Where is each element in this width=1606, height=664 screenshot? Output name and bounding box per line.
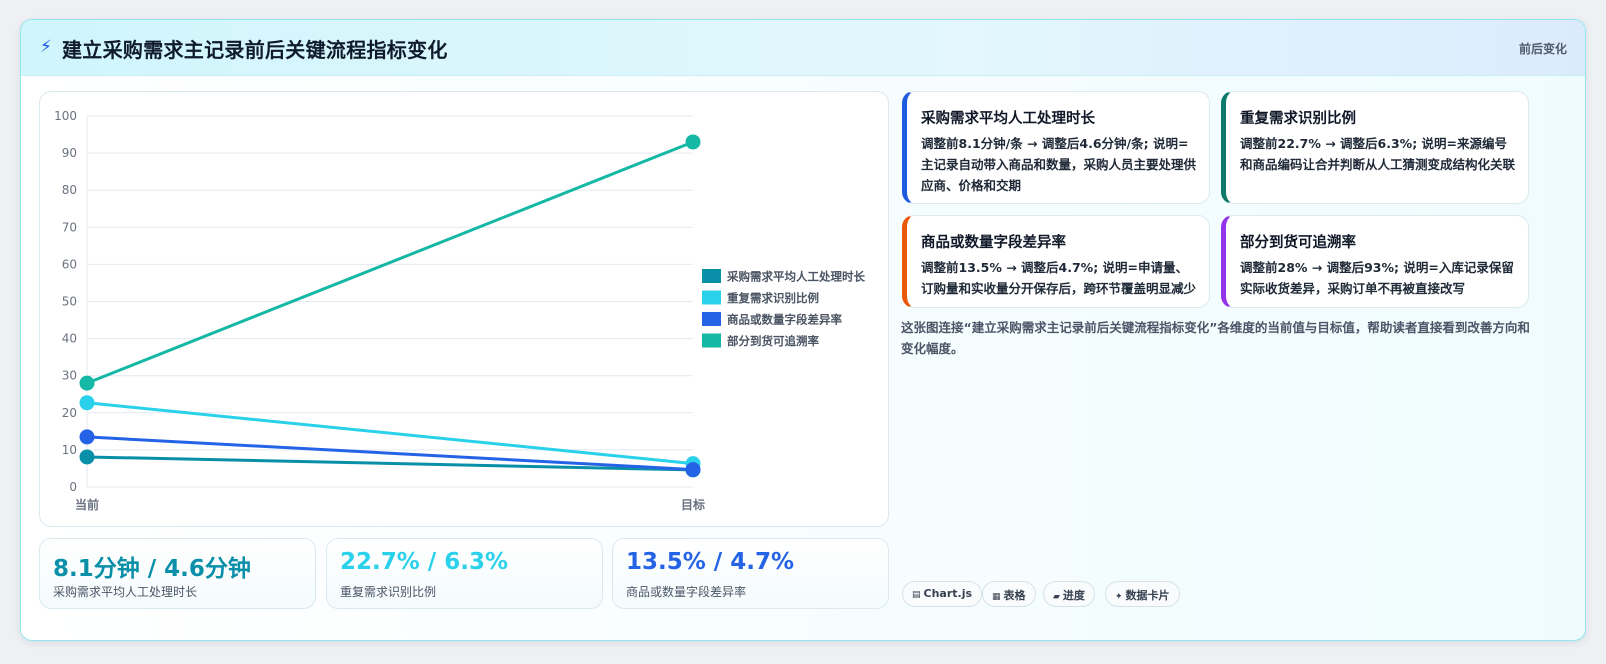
pill-progress[interactable]: ▰ 进度 xyxy=(1043,581,1095,607)
pill-label: Chart.js xyxy=(923,587,973,600)
line-chart: 0 10 20 30 40 50 60 70 80 90 100 当前 目标 采购需求平均人工处理时长 重复… xyxy=(39,91,889,527)
lightning-icon: ⚡ xyxy=(40,37,52,57)
y-tick-label: 100 xyxy=(54,109,77,123)
chart-icon: ▤ xyxy=(912,590,921,600)
legend-swatch xyxy=(702,290,721,305)
y-tick-label: 10 xyxy=(62,443,77,457)
x-tick-label: 目标 xyxy=(681,497,705,512)
table-icon: ▦ xyxy=(992,592,1001,602)
header-tag: 前后变化 xyxy=(1518,42,1567,56)
data-point xyxy=(79,429,95,445)
y-tick-label: 20 xyxy=(62,406,77,420)
y-tick-label: 50 xyxy=(62,295,77,309)
metric-card-desc: 调整前28% → 调整后93%; 说明=入库记录保留实际收货差异，采购订单不再被… xyxy=(1240,260,1514,296)
series-line xyxy=(86,140,694,385)
panel-header: ⚡ 建立采购需求主记录前后关键流程指标变化 前后变化 xyxy=(21,20,1585,76)
data-point xyxy=(79,449,95,465)
stat-label-2: 重复需求识别比例 xyxy=(340,585,437,599)
metric-card-desc: 调整前22.7% → 调整后6.3%; 说明=来源编号和商品编码让合并判断从人工… xyxy=(1240,136,1516,172)
data-point xyxy=(79,395,95,411)
pill-label: 表格 xyxy=(1003,589,1026,602)
series-line xyxy=(86,401,694,466)
y-tick-label: 30 xyxy=(62,369,77,383)
dashboard-panel: ⚡ 建立采购需求主记录前后关键流程指标变化 前后变化 0 10 20 30 40 50 60… xyxy=(20,19,1586,641)
metric-card-title: 采购需求平均人工处理时长 xyxy=(921,111,1095,127)
legend-label: 商品或数量字段差异率 xyxy=(727,313,842,327)
metric-card-title: 商品或数量字段差异率 xyxy=(921,235,1066,251)
legend-swatch xyxy=(702,333,721,348)
metric-card-desc: 调整前13.5% → 调整后4.7%; 说明=申请量、订购量和实收量分开保存后，… xyxy=(921,260,1197,296)
stat-card-3: 13.5% / 4.7% 商品或数量字段差异率 xyxy=(612,538,889,609)
metric-card-title: 部分到货可追溯率 xyxy=(1240,235,1356,251)
legend-label: 重复需求识别比例 xyxy=(727,291,819,305)
stat-card-1: 8.1分钟 / 4.6分钟 采购需求平均人工处理时长 xyxy=(39,538,316,609)
pill-table[interactable]: ▦ 表格 xyxy=(982,581,1036,607)
legend-swatch xyxy=(702,312,721,326)
series-line xyxy=(86,455,694,472)
y-tick-label: 80 xyxy=(62,183,77,197)
chart-caption: 这张图连接“建立采购需求主记录前后关键流程指标变化”各维度的当前值与目标值，帮助… xyxy=(901,320,1530,356)
pill-label: 数据卡片 xyxy=(1125,589,1170,602)
metric-card-desc: 调整前8.1分钟/条 → 调整后4.6分钟/条; 说明=主记录自动带入商品和数量… xyxy=(921,136,1197,193)
metric-card-3: 商品或数量字段差异率 调整前13.5% → 调整后4.7%; 说明=申请量、订购… xyxy=(902,215,1210,308)
series-line xyxy=(86,435,694,472)
stat-value-2: 22.7% / 6.3% xyxy=(340,549,508,575)
y-tick-label: 90 xyxy=(62,146,77,160)
metric-card-4: 部分到货可追溯率 调整前28% → 调整后93%; 说明=入库记录保留实际收货差… xyxy=(1221,215,1529,308)
x-tick-label: 当前 xyxy=(75,497,99,512)
stat-label-3: 商品或数量字段差异率 xyxy=(626,585,747,599)
metric-card-title: 重复需求识别比例 xyxy=(1240,111,1356,127)
metric-card-2: 重复需求识别比例 调整前22.7% → 调整后6.3%; 说明=来源编号和商品编… xyxy=(1221,91,1529,204)
stat-value-1: 8.1分钟 / 4.6分钟 xyxy=(53,556,251,582)
y-tick-label: 40 xyxy=(62,332,77,346)
y-tick-label: 0 xyxy=(69,480,77,494)
stat-value-3: 13.5% / 4.7% xyxy=(626,549,794,575)
y-tick-label: 60 xyxy=(62,257,77,271)
legend-swatch xyxy=(702,269,721,283)
pill-label: 进度 xyxy=(1062,589,1085,602)
progress-icon: ▰ xyxy=(1053,592,1060,602)
data-point xyxy=(685,134,701,150)
stat-card-2: 22.7% / 6.3% 重复需求识别比例 xyxy=(326,538,603,609)
page-title: 建立采购需求主记录前后关键流程指标变化 xyxy=(62,38,448,62)
data-point xyxy=(685,462,701,478)
chart-svg: 0 10 20 30 40 50 60 70 80 90 100 当前 目标 采购需求平均人工处理时长重复… xyxy=(54,109,865,512)
data-point xyxy=(79,375,95,391)
legend-label: 采购需求平均人工处理时长 xyxy=(726,270,865,284)
pill-chartjs[interactable]: ▤ Chart.js xyxy=(902,581,983,607)
pill-data-card[interactable]: ✦ 数据卡片 xyxy=(1105,581,1180,607)
sparkle-icon: ✦ xyxy=(1115,592,1123,602)
stat-label-1: 采购需求平均人工处理时长 xyxy=(53,585,198,599)
y-tick-label: 70 xyxy=(62,220,77,234)
legend-label: 部分到货可追溯率 xyxy=(727,334,819,348)
metric-card-1: 采购需求平均人工处理时长 调整前8.1分钟/条 → 调整后4.6分钟/条; 说明… xyxy=(902,91,1210,204)
